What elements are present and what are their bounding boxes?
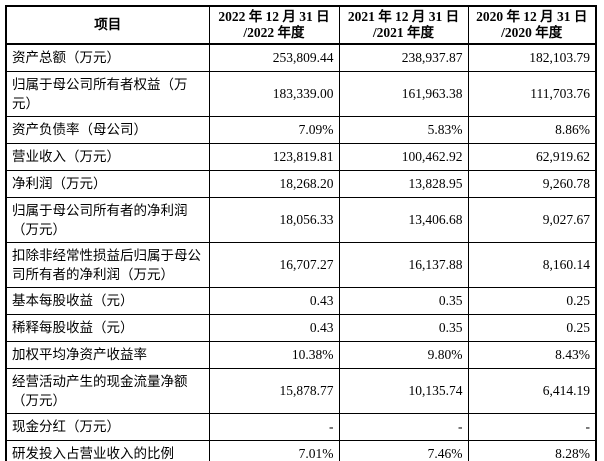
value-2021: 161,963.38 xyxy=(338,70,469,117)
period-year: /2022 年度 xyxy=(243,25,305,40)
value-2021: 10,135.74 xyxy=(338,367,469,414)
value-2021: 9.80% xyxy=(338,340,469,369)
header-cell-period-2022: 2022 年 12 月 31 日/2022 年度 xyxy=(208,5,340,45)
row-label: 加权平均净资产收益率 xyxy=(5,340,210,369)
table-row: 现金分红（万元） - - - xyxy=(5,412,597,441)
table-body: 资产总额（万元） 253,809.44 238,937.87 182,103.7… xyxy=(5,43,597,461)
table-row: 资产负债率（母公司） 7.09% 5.83% 8.86% xyxy=(5,115,597,144)
value-2022: 253,809.44 xyxy=(208,43,340,72)
row-label: 基本每股收益（元） xyxy=(5,286,210,315)
value-2022: 16,707.27 xyxy=(208,241,340,288)
value-2020: 6,414.19 xyxy=(467,367,597,414)
table-row: 归属于母公司所有者权益（万元） 183,339.00 161,963.38 11… xyxy=(5,70,597,117)
value-2020: - xyxy=(467,412,597,441)
header-cell-period-2021: 2021 年 12 月 31 日/2021 年度 xyxy=(338,5,469,45)
value-2021: 238,937.87 xyxy=(338,43,469,72)
table-row: 营业收入（万元） 123,819.81 100,462.92 62,919.62 xyxy=(5,142,597,171)
period-date: 2020 年 12 月 31 日 xyxy=(476,9,588,24)
row-label: 归属于母公司所有者的净利润（万元） xyxy=(5,196,210,243)
value-2020: 9,027.67 xyxy=(467,196,597,243)
value-2022: - xyxy=(208,412,340,441)
row-label: 净利润（万元） xyxy=(5,169,210,198)
table-row: 归属于母公司所有者的净利润（万元） 18,056.33 13,406.68 9,… xyxy=(5,196,597,243)
value-2021: 7.46% xyxy=(338,439,469,461)
value-2021: 0.35 xyxy=(338,313,469,342)
value-2021: - xyxy=(338,412,469,441)
row-label: 营业收入（万元） xyxy=(5,142,210,171)
value-2020: 182,103.79 xyxy=(467,43,597,72)
value-2020: 8.86% xyxy=(467,115,597,144)
value-2020: 0.25 xyxy=(467,286,597,315)
value-2022: 7.01% xyxy=(208,439,340,461)
table-row: 基本每股收益（元） 0.43 0.35 0.25 xyxy=(5,286,597,315)
value-2022: 0.43 xyxy=(208,286,340,315)
value-2021: 100,462.92 xyxy=(338,142,469,171)
header-cell-item: 项目 xyxy=(5,5,210,45)
value-2022: 18,056.33 xyxy=(208,196,340,243)
table-row: 稀释每股收益（元） 0.43 0.35 0.25 xyxy=(5,313,597,342)
value-2020: 8.28% xyxy=(467,439,597,461)
row-label: 资产负债率（母公司） xyxy=(5,115,210,144)
value-2021: 13,406.68 xyxy=(338,196,469,243)
value-2022: 15,878.77 xyxy=(208,367,340,414)
value-2021: 16,137.88 xyxy=(338,241,469,288)
row-label: 资产总额（万元） xyxy=(5,43,210,72)
value-2020: 9,260.78 xyxy=(467,169,597,198)
value-2022: 0.43 xyxy=(208,313,340,342)
value-2020: 111,703.76 xyxy=(467,70,597,117)
table-row: 扣除非经常性损益后归属于母公司所有者的净利润（万元） 16,707.27 16,… xyxy=(5,241,597,288)
row-label: 稀释每股收益（元） xyxy=(5,313,210,342)
row-label: 经营活动产生的现金流量净额（万元） xyxy=(5,367,210,414)
value-2022: 123,819.81 xyxy=(208,142,340,171)
table-row: 加权平均净资产收益率 10.38% 9.80% 8.43% xyxy=(5,340,597,369)
table-row: 经营活动产生的现金流量净额（万元） 15,878.77 10,135.74 6,… xyxy=(5,367,597,414)
value-2020: 62,919.62 xyxy=(467,142,597,171)
table-row: 净利润（万元） 18,268.20 13,828.95 9,260.78 xyxy=(5,169,597,198)
value-2022: 183,339.00 xyxy=(208,70,340,117)
table-header-row: 项目 2022 年 12 月 31 日/2022 年度 2021 年 12 月 … xyxy=(5,5,597,45)
value-2020: 8,160.14 xyxy=(467,241,597,288)
value-2022: 7.09% xyxy=(208,115,340,144)
value-2022: 18,268.20 xyxy=(208,169,340,198)
financial-summary-table: 项目 2022 年 12 月 31 日/2022 年度 2021 年 12 月 … xyxy=(5,5,597,461)
value-2021: 5.83% xyxy=(338,115,469,144)
period-year: /2020 年度 xyxy=(501,25,563,40)
header-cell-period-2020: 2020 年 12 月 31 日/2020 年度 xyxy=(467,5,597,45)
value-2020: 0.25 xyxy=(467,313,597,342)
value-2020: 8.43% xyxy=(467,340,597,369)
row-label: 研发投入占营业收入的比例 xyxy=(5,439,210,461)
value-2021: 13,828.95 xyxy=(338,169,469,198)
period-date: 2022 年 12 月 31 日 xyxy=(218,9,330,24)
table-row: 研发投入占营业收入的比例 7.01% 7.46% 8.28% xyxy=(5,439,597,461)
row-label: 扣除非经常性损益后归属于母公司所有者的净利润（万元） xyxy=(5,241,210,288)
table-row: 资产总额（万元） 253,809.44 238,937.87 182,103.7… xyxy=(5,43,597,72)
value-2022: 10.38% xyxy=(208,340,340,369)
row-label: 归属于母公司所有者权益（万元） xyxy=(5,70,210,117)
value-2021: 0.35 xyxy=(338,286,469,315)
row-label: 现金分红（万元） xyxy=(5,412,210,441)
period-year: /2021 年度 xyxy=(372,25,435,40)
period-date: 2021 年 12 月 31 日 xyxy=(347,9,460,24)
